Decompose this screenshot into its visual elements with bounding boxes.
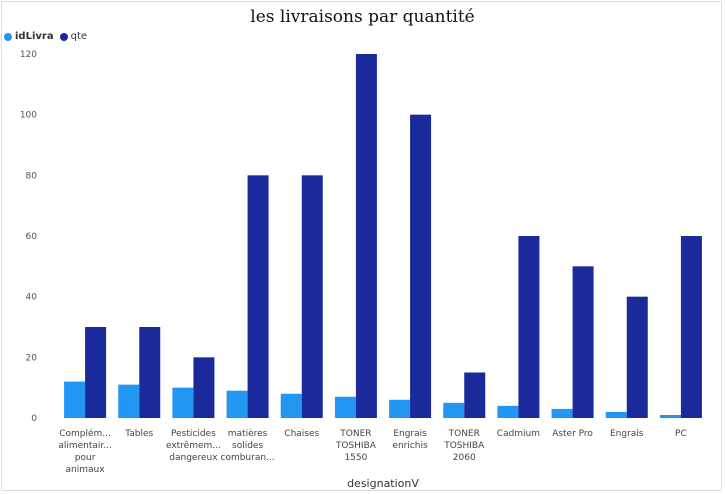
legend-item-idlivra[interactable]: idLivra	[4, 31, 54, 42]
y-tick-label: 80	[26, 171, 38, 181]
x-category-label-line: Chaises	[284, 429, 319, 439]
x-category-label-line: 1550	[344, 453, 367, 463]
x-category-label: PC	[675, 429, 687, 439]
x-category-label-line: Aster Pro	[552, 429, 593, 439]
x-category-label-line: solides	[232, 441, 263, 451]
x-category-label-line: TONER	[448, 429, 480, 439]
bar-qte[interactable]	[85, 327, 107, 418]
y-tick-label: 120	[20, 50, 37, 60]
x-category-label-line: TOSHIBA	[335, 441, 377, 451]
x-category-label: TONER TOSHIBA 1550	[335, 429, 377, 463]
bar-qte[interactable]	[680, 236, 702, 418]
bar-qte[interactable]	[572, 266, 594, 418]
x-category-label: Aster Pro	[552, 429, 593, 439]
x-axis-title: designationV	[347, 477, 419, 490]
x-category-label-line: PC	[675, 429, 687, 439]
x-category-label-line: Tables	[124, 429, 153, 439]
x-category-label: Cadmium	[497, 429, 540, 439]
bar-qte[interactable]	[410, 114, 432, 419]
x-category-label-line: TONER	[339, 429, 371, 439]
y-tick-label: 100	[20, 111, 37, 121]
x-category-label-line: Engrais	[393, 429, 427, 439]
bar-qte[interactable]	[626, 296, 648, 418]
bar-idLivra[interactable]	[497, 405, 519, 418]
x-category-label: Complém... alimentair... pour animaux	[58, 428, 112, 475]
x-category-label-line: Pesticides	[171, 429, 216, 439]
y-tick-label: 20	[26, 353, 38, 363]
bar-qte[interactable]	[193, 357, 215, 418]
legend-label-idlivra: idLivra	[15, 31, 54, 42]
bar-idLivra[interactable]	[64, 381, 86, 418]
x-category-label-line: Cadmium	[497, 429, 540, 439]
legend-item-qte[interactable]: qte	[59, 31, 88, 42]
bar-qte[interactable]	[355, 54, 377, 418]
y-tick-label: 60	[26, 232, 38, 242]
bar-qte[interactable]	[139, 327, 161, 418]
bar-idLivra[interactable]	[172, 387, 194, 418]
x-category-label-line: animaux	[66, 465, 106, 475]
x-category-label-line: dangereux	[169, 453, 218, 463]
bar-idLivra[interactable]	[226, 390, 248, 418]
x-category-label: Pesticides extrêmem... dangereux	[166, 429, 221, 463]
bar-qte[interactable]	[518, 236, 540, 418]
chart-title: les livraisons par quantité	[250, 7, 475, 27]
bar-qte[interactable]	[301, 175, 323, 418]
y-tick-label: 40	[26, 293, 38, 303]
x-category-label: Engrais	[610, 429, 644, 439]
bar-qte[interactable]	[247, 175, 269, 418]
bar-idLivra[interactable]	[280, 393, 302, 418]
x-category-label-line: Complém...	[59, 428, 111, 439]
x-category-label: TONER TOSHIBA 2060	[443, 429, 485, 463]
legend-swatch-idlivra	[4, 32, 12, 41]
y-tick-label: 0	[31, 414, 37, 424]
bar-idLivra[interactable]	[659, 414, 681, 418]
x-category-label-line: matières	[228, 428, 268, 439]
x-category-label-line: pour	[75, 453, 96, 463]
x-category-label: matières solides comburan...	[221, 428, 275, 463]
x-category-label: Chaises	[284, 429, 319, 439]
chart-legend: idLivra qte	[4, 31, 93, 42]
bar-idLivra[interactable]	[605, 411, 627, 418]
legend-label-qte: qte	[70, 31, 88, 42]
bar-idLivra[interactable]	[551, 408, 573, 418]
x-category-label-line: 2060	[453, 453, 476, 463]
x-category-label-line: Engrais	[610, 429, 644, 439]
bar-idLivra[interactable]	[389, 399, 411, 418]
x-category-label: Engrais enrichis	[392, 429, 428, 451]
x-category-label-line: alimentair...	[58, 441, 112, 451]
bar-idLivra[interactable]	[334, 396, 356, 418]
x-category-label-line: TOSHIBA	[443, 441, 485, 451]
x-category-label-line: enrichis	[392, 441, 428, 451]
legend-swatch-qte	[59, 32, 68, 41]
x-category-label-line: extrêmem...	[166, 440, 221, 451]
bar-idLivra[interactable]	[443, 402, 465, 418]
x-category-label-line: comburan...	[221, 453, 275, 463]
x-category-label: Tables	[124, 429, 153, 439]
bar-qte[interactable]	[464, 372, 486, 419]
bar-idLivra[interactable]	[118, 384, 140, 418]
